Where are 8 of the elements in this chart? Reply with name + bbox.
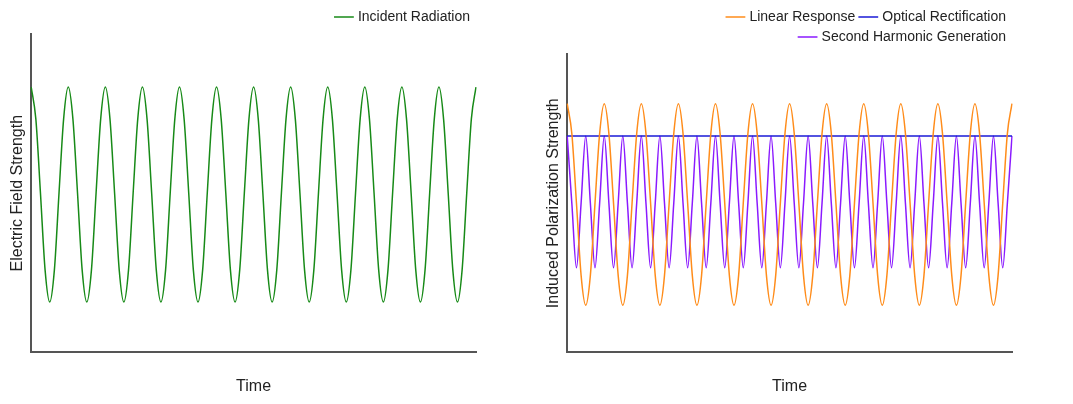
x-axis-title: Time bbox=[236, 376, 272, 394]
x-axis-title: Time bbox=[772, 376, 808, 394]
legend-label: Linear Response bbox=[749, 7, 856, 24]
legend-label: Incident Radiation bbox=[357, 7, 470, 24]
y-axis-title: Electric Field Strength bbox=[8, 114, 26, 272]
legend-label: Optical Rectification bbox=[882, 7, 1006, 24]
y-axis-title: Induced Polarization Strength bbox=[544, 98, 562, 309]
legend-label: Second Harmonic Generation bbox=[821, 27, 1006, 44]
